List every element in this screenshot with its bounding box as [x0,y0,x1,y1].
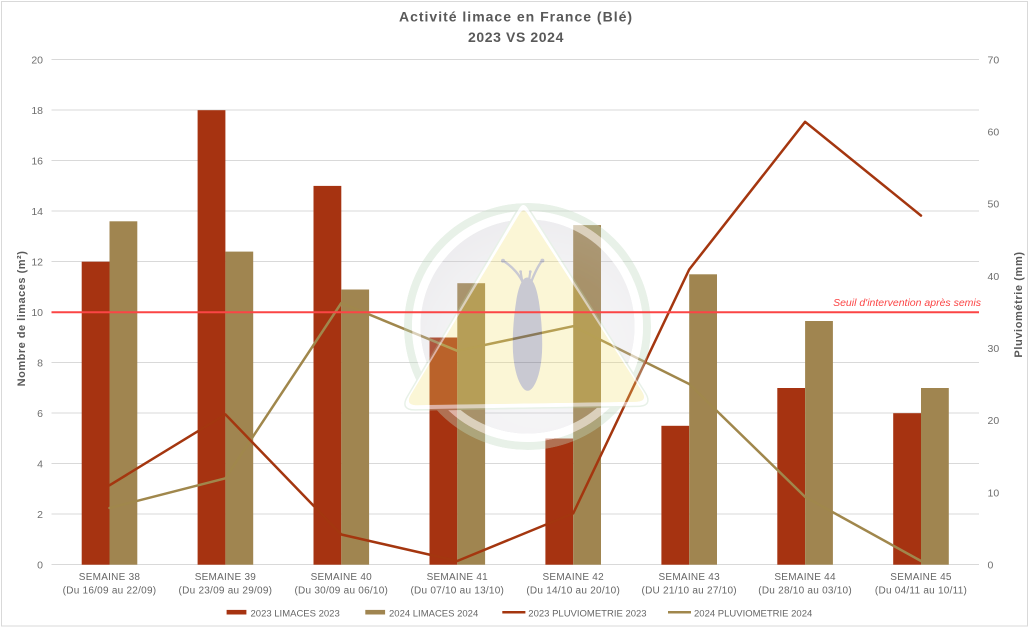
svg-text:(Du 28/10 au 03/10): (Du 28/10 au 03/10) [758,586,852,597]
svg-text:2023 PLUVIOMETRIE 2023: 2023 PLUVIOMETRIE 2023 [528,608,646,619]
svg-text:0: 0 [988,560,994,572]
svg-text:6: 6 [37,408,43,420]
svg-text:14: 14 [31,206,43,218]
svg-text:SEMAINE 42: SEMAINE 42 [542,572,604,583]
svg-text:50: 50 [988,199,1000,211]
svg-text:18: 18 [31,105,43,117]
svg-text:(Du 30/09 au 06/10): (Du 30/09 au 06/10) [294,586,388,597]
svg-text:SEMAINE 40: SEMAINE 40 [311,572,373,583]
svg-text:SEMAINE 41: SEMAINE 41 [427,572,489,583]
svg-text:12: 12 [31,257,43,269]
svg-text:(Du 07/10 au 13/10): (Du 07/10 au 13/10) [410,586,504,597]
svg-text:0: 0 [37,560,43,572]
svg-text:4: 4 [37,459,43,471]
svg-text:(Du 04/11 au 10/11): (Du 04/11 au 10/11) [875,586,967,597]
svg-text:60: 60 [988,127,1000,139]
svg-text:20: 20 [31,55,43,67]
svg-text:10: 10 [31,307,43,319]
svg-text:2024 PLUVIOMETRIE 2024: 2024 PLUVIOMETRIE 2024 [694,608,812,619]
svg-text:SEMAINE 38: SEMAINE 38 [79,572,141,583]
svg-text:SEMAINE 45: SEMAINE 45 [890,572,952,583]
svg-text:SEMAINE 44: SEMAINE 44 [774,572,836,583]
svg-text:20: 20 [988,415,1000,427]
svg-text:(Du 14/10 au 20/10): (Du 14/10 au 20/10) [526,586,620,597]
svg-text:Pluviométrie (mm): Pluviométrie (mm) [1013,251,1025,357]
svg-text:(Du 16/09 au 22/09): (Du 16/09 au 22/09) [63,586,157,597]
svg-text:Seuil d'intervention après sem: Seuil d'intervention après semis [833,297,982,309]
svg-text:70: 70 [988,55,1000,67]
svg-text:30: 30 [988,343,1000,355]
svg-text:16: 16 [31,156,43,168]
svg-text:2023 LIMACES 2023: 2023 LIMACES 2023 [251,608,340,619]
svg-text:Nombre de limaces (m²): Nombre de limaces (m²) [16,251,28,387]
svg-text:(DU 21/10 au 27/10): (DU 21/10 au 27/10) [642,586,737,597]
svg-text:40: 40 [988,271,1000,283]
svg-text:2024 LIMACES 2024: 2024 LIMACES 2024 [389,608,478,619]
svg-text:10: 10 [988,487,1000,499]
svg-text:Activité limace en France (Blé: Activité limace en France (Blé) [399,9,633,25]
svg-text:2023 VS 2024: 2023 VS 2024 [468,29,564,45]
svg-text:(Du 23/09 au 29/09): (Du 23/09 au 29/09) [179,586,273,597]
svg-text:2: 2 [37,509,43,521]
svg-text:SEMAINE 43: SEMAINE 43 [658,572,720,583]
svg-text:8: 8 [37,358,43,370]
svg-text:SEMAINE 39: SEMAINE 39 [195,572,257,583]
